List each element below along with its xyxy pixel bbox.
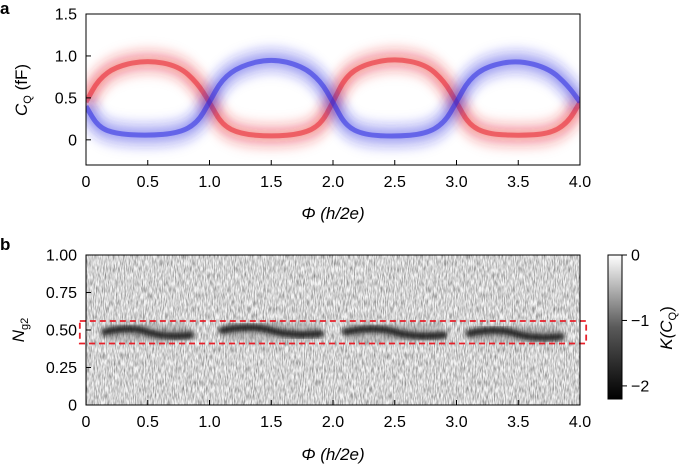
panel-b-band-segment	[465, 325, 565, 344]
panel-b: 0 0.5 1.0 1.5 2.0 2.5 3.0 3.5 4.0 0 0.25 0.50 0.75 1…	[9, 248, 591, 465]
panel-a-y-axis-label-main: C	[12, 103, 31, 116]
panel-label-b: b	[0, 235, 10, 254]
panel-a-y-axis-label-unit: (fF)	[12, 64, 31, 95]
panel-a-series	[86, 46, 580, 149]
panel-a-x-tick-label: 2.5	[384, 174, 406, 191]
colorbar-label-main: K(C	[657, 320, 676, 350]
colorbar-label-sub: Q	[667, 311, 679, 320]
panel-b-y-tick-label: 0.50	[46, 323, 77, 340]
panel-b-band-segment	[218, 322, 325, 341]
panel-b-y-tick-label: 0	[68, 398, 77, 415]
panel-b-x-axis-label: Φ (h/2e)	[301, 445, 364, 464]
panel-a-y-tick-label: 0	[68, 132, 77, 149]
panel-b-x-tick-label: 2.0	[322, 414, 344, 431]
panel-b-band-segment	[341, 324, 448, 342]
colorbar-tick-label: 0	[631, 248, 640, 265]
panel-b-x-tick-label: 3.0	[445, 414, 467, 431]
panel-b-y-tick-label: 0.25	[46, 360, 77, 377]
panel-a-x-tick-label: 2.0	[322, 174, 344, 191]
panel-b-highlight-box	[78, 320, 588, 345]
panel-b-x-ticks: 0 0.5 1.0 1.5 2.0 2.5 3.0 3.5 4.0	[82, 400, 591, 431]
panel-a-y-tick-label: 0.5	[55, 90, 77, 107]
panel-b-x-tick-label: 0	[82, 414, 91, 431]
panel-a-x-tick-label: 4.0	[569, 174, 591, 191]
panel-b-band-segment-core	[218, 324, 325, 338]
colorbar-tick-label: −2	[631, 378, 649, 395]
panel-b-band-segment-core	[465, 327, 565, 341]
panel-a-x-tick-label: 3.0	[445, 174, 467, 191]
panel-b-x-tick-label: 1.5	[260, 414, 282, 431]
panel-b-y-axis-label-sub: g2	[19, 318, 31, 330]
panel-b-band-segment-core	[341, 325, 448, 340]
panel-b-y-ticks: 0 0.25 0.50 0.75 1.00	[46, 248, 91, 415]
panel-b-x-tick-label: 0.5	[137, 414, 159, 431]
panel-a-y-tick-label: 1.5	[55, 7, 77, 24]
panel-b-y-tick-label: 1.00	[46, 248, 77, 265]
panel-b-x-tick-label: 4.0	[569, 414, 591, 431]
panel-a-x-tick-label: 1.5	[260, 174, 282, 191]
panel-a-y-ticks: 0 0.5 1.0 1.5	[55, 7, 91, 149]
panel-b-band-segment	[101, 324, 195, 342]
panel-b-y-axis-label: Ng2	[9, 318, 31, 343]
panel-b-band	[101, 322, 565, 344]
panel-label-a: a	[0, 0, 10, 18]
colorbar-tick-label: −1	[631, 313, 649, 330]
panel-a-x-ticks: 0 0.5 1.0 1.5 2.0 2.5 3.0 3.5 4.0	[82, 160, 591, 191]
colorbar-ticks: 0 −1 −2	[622, 248, 649, 395]
colorbar-label: K(CQ)	[657, 306, 679, 350]
panel-b-y-axis-label-main: N	[9, 329, 28, 342]
panel-a: 0 0.5 1.0 1.5 2.0 2.5 3.0 3.5 4.0 0 0.5 1.0 1.5 Φ (…	[12, 7, 591, 224]
panel-b-x-tick-label: 2.5	[384, 414, 406, 431]
panel-a-y-axis-label: CQ (fF)	[12, 64, 34, 116]
panel-a-x-tick-label: 0	[82, 174, 91, 191]
panel-a-x-tick-label: 3.5	[507, 174, 529, 191]
colorbar: 0 −1 −2 K(CQ)	[607, 248, 679, 400]
panel-b-band-segment-core	[101, 325, 195, 340]
colorbar-gradient	[607, 254, 623, 400]
panel-a-series-1-line	[86, 57, 580, 139]
panel-b-x-tick-label: 3.5	[507, 414, 529, 431]
panel-a-x-tick-label: 0.5	[137, 174, 159, 191]
panel-a-series-1	[86, 47, 580, 149]
colorbar-label-end: )	[657, 306, 676, 312]
panel-a-y-tick-label: 1.0	[55, 48, 77, 65]
panel-a-x-tick-label: 1.0	[198, 174, 220, 191]
panel-a-x-axis-label: Φ (h/2e)	[301, 204, 364, 223]
panel-b-x-tick-label: 1.0	[198, 414, 220, 431]
panel-b-y-tick-label: 0.75	[46, 285, 77, 302]
panel-a-y-axis-label-sub: Q	[22, 95, 34, 104]
